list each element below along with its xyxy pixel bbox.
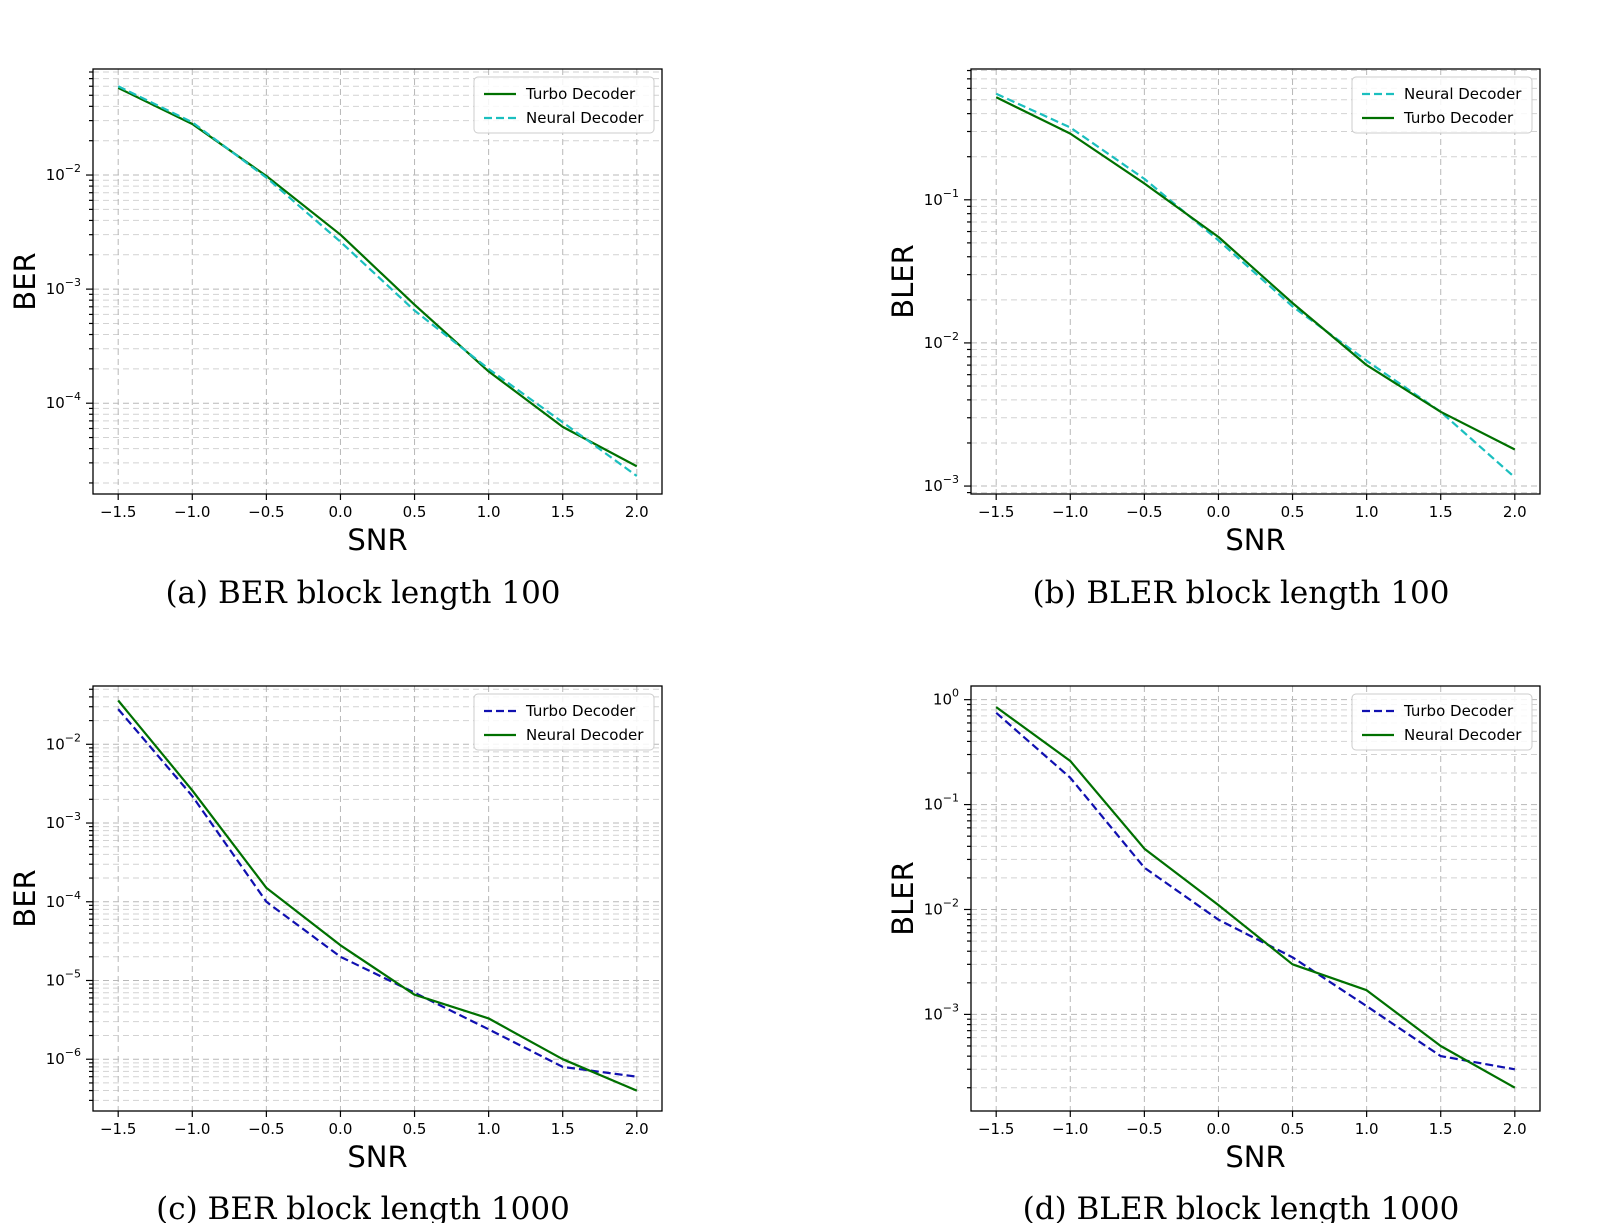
- y-tick-label: 10−2: [46, 162, 81, 184]
- y-tick-label: 100: [933, 687, 959, 709]
- y-tick-label: 10−1: [924, 187, 959, 209]
- x-tick-label: 1.5: [551, 1120, 575, 1138]
- legend-box: [1351, 693, 1533, 751]
- panel-caption: (b) BLER block length 100: [1032, 575, 1449, 611]
- x-tick-label: −0.5: [248, 1120, 284, 1138]
- legend-box: [473, 76, 655, 134]
- y-tick-label: 10−4: [46, 889, 81, 911]
- series-line-neural-decoder: [117, 699, 638, 1092]
- x-axis-label: SNR: [347, 1140, 407, 1174]
- series-line-neural-decoder: [117, 85, 638, 477]
- x-tick-label: −0.5: [1126, 503, 1162, 521]
- x-tick-label: −1.5: [978, 503, 1014, 521]
- x-axis-label: SNR: [1225, 523, 1285, 557]
- x-tick-label: 1.0: [477, 1120, 501, 1138]
- legend-label: Turbo Decoder: [1403, 109, 1514, 127]
- x-tick-label: 0.0: [329, 1120, 353, 1138]
- legend-box: [473, 693, 655, 751]
- x-axis-label: SNR: [347, 523, 407, 557]
- x-tick-label: 1.0: [477, 503, 501, 521]
- y-axis-label: BER: [8, 252, 42, 310]
- x-tick-label: 2.0: [1503, 503, 1527, 521]
- legend-label: Turbo Decoder: [1403, 702, 1514, 720]
- y-tick-label: 10−5: [46, 967, 81, 989]
- legend-label: Neural Decoder: [1404, 85, 1522, 103]
- panel-caption: (c) BER block length 1000: [156, 1191, 570, 1223]
- series-line-neural-decoder: [995, 92, 1516, 479]
- grid: [967, 686, 1540, 1111]
- x-tick-label: 2.0: [625, 503, 649, 521]
- legend: Turbo Decoder Neural Decoder: [473, 76, 655, 134]
- legend-label: Neural Decoder: [526, 726, 644, 744]
- grid: [89, 69, 662, 494]
- chart-panel-3: −1.5 −1.0 −0.5 0.0 0.5 1.0 1.5 2.0 10−2 10−3 10−4 1…: [8, 685, 663, 1223]
- panel-caption: (d) BLER block length 1000: [1023, 1191, 1460, 1223]
- y-axis-label: BER: [8, 869, 42, 927]
- x-tick-label: 1.5: [1429, 503, 1453, 521]
- x-tick-label: 0.5: [403, 503, 427, 521]
- series-line-turbo-decoder: [995, 96, 1516, 451]
- y-tick-label: 10−2: [46, 731, 81, 753]
- y-tick-label: 10−2: [924, 896, 959, 918]
- x-tick-label: 1.5: [551, 503, 575, 521]
- plot-frame: [970, 685, 1541, 1112]
- legend-label: Neural Decoder: [1404, 726, 1522, 744]
- y-tick-label: 10−2: [924, 330, 959, 352]
- x-tick-label: −1.5: [978, 1120, 1014, 1138]
- legend-box: [1351, 76, 1533, 134]
- legend: Turbo Decoder Neural Decoder: [473, 693, 655, 751]
- legend: Turbo Decoder Neural Decoder: [1351, 693, 1533, 751]
- legend-label: Neural Decoder: [526, 109, 644, 127]
- x-tick-label: −1.0: [174, 503, 210, 521]
- x-tick-label: −1.5: [100, 1120, 136, 1138]
- y-tick-label: 10−3: [46, 810, 81, 832]
- legend-label: Turbo Decoder: [525, 85, 636, 103]
- panel-caption: (a) BER block length 100: [165, 575, 560, 611]
- x-tick-label: 0.5: [1281, 503, 1305, 521]
- x-axis-label: SNR: [1225, 1140, 1285, 1174]
- plot-frame: [92, 68, 663, 495]
- y-axis-label: BLER: [886, 861, 920, 936]
- x-tick-label: 1.0: [1355, 1120, 1379, 1138]
- x-tick-label: 0.0: [1207, 503, 1231, 521]
- legend: Neural Decoder Turbo Decoder: [1351, 76, 1533, 134]
- x-tick-label: −1.5: [100, 503, 136, 521]
- y-tick-label: 10−1: [924, 792, 959, 814]
- legend-label: Turbo Decoder: [525, 702, 636, 720]
- chart-panel-4: −1.5 −1.0 −0.5 0.0 0.5 1.0 1.5 2.0 100 10−1 10−2 10…: [886, 685, 1541, 1223]
- y-axis-label: BLER: [886, 244, 920, 319]
- x-tick-label: −1.0: [174, 1120, 210, 1138]
- grid: [89, 686, 662, 1111]
- x-tick-label: 0.0: [1207, 1120, 1231, 1138]
- chart-panel-2: −1.5 −1.0 −0.5 0.0 0.5 1.0 1.5 2.0 10−1 10−2 10−3 N…: [886, 68, 1541, 611]
- series-line-turbo-decoder: [117, 708, 637, 1078]
- x-tick-label: 0.5: [1281, 1120, 1305, 1138]
- x-tick-label: 1.0: [1355, 503, 1379, 521]
- plot-frame: [970, 68, 1541, 495]
- x-tick-label: −1.0: [1052, 503, 1088, 521]
- x-tick-label: −1.0: [1052, 1120, 1088, 1138]
- y-tick-label: 10−3: [46, 276, 81, 298]
- grid: [967, 69, 1540, 494]
- x-tick-label: 0.5: [403, 1120, 427, 1138]
- x-tick-label: 2.0: [625, 1120, 649, 1138]
- x-tick-label: −0.5: [1126, 1120, 1162, 1138]
- series-line-neural-decoder: [995, 706, 1516, 1089]
- x-tick-label: 2.0: [1503, 1120, 1527, 1138]
- x-tick-label: 1.5: [1429, 1120, 1453, 1138]
- y-tick-label: 10−3: [924, 1001, 959, 1023]
- x-tick-label: 0.0: [329, 503, 353, 521]
- y-tick-label: 10−6: [46, 1046, 81, 1068]
- chart-panel-1: −1.5 −1.0 −0.5 0.0 0.5 1.0 1.5 2.0 10−2 10−3 10−4 T…: [8, 68, 663, 611]
- y-tick-label: 10−3: [924, 473, 959, 495]
- x-tick-label: −0.5: [248, 503, 284, 521]
- y-tick-label: 10−4: [46, 390, 81, 412]
- plot-frame: [92, 685, 663, 1112]
